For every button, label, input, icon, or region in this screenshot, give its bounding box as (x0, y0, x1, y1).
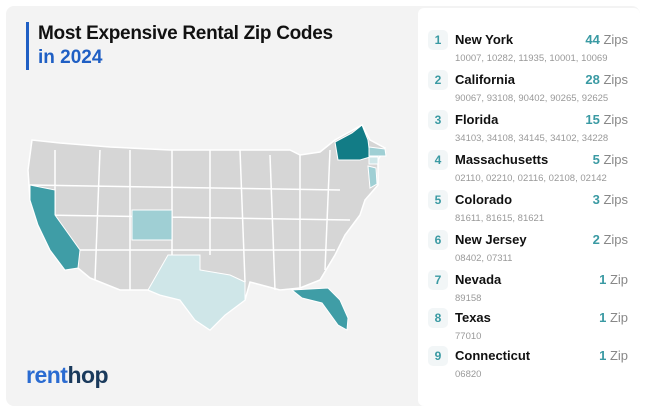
zip-count: 44 Zips (585, 32, 628, 47)
rank-badge: 8 (428, 308, 448, 328)
chart-title: Most Expensive Rental Zip Codes in 2024 (26, 22, 333, 70)
zip-count: 1 Zip (599, 310, 628, 325)
state-name: Texas (455, 310, 491, 325)
state-colorado (131, 209, 173, 241)
state-borders (29, 149, 351, 291)
zip-count: 2 Zips (592, 232, 628, 247)
state-name: Connecticut (455, 348, 531, 363)
state-name: Colorado (455, 192, 513, 207)
zip-list: 90067, 93108, 90402, 90265, 92625 (455, 93, 609, 104)
state-name: New York (455, 32, 514, 47)
state-name: Florida (455, 112, 499, 127)
state-florida (290, 287, 349, 331)
rank-badge: 1 (428, 30, 448, 50)
state-name: Nevada (455, 272, 502, 287)
zip-count: 15 Zips (585, 112, 628, 127)
state-massachusetts (368, 146, 387, 157)
state-name: Massachusetts (455, 152, 549, 167)
state-name: New Jersey (455, 232, 527, 247)
zip-list: 81611, 81615, 81621 (455, 213, 545, 224)
zip-count: 5 Zips (592, 152, 628, 167)
zip-list: 08402, 07311 (455, 253, 513, 264)
zip-list: 02110, 02210, 02116, 02108, 02142 (455, 173, 607, 184)
rank-badge: 3 (428, 110, 448, 130)
us-outline (27, 123, 387, 331)
zip-count: 3 Zips (592, 192, 628, 207)
state-texas (147, 254, 246, 331)
state-new-jersey (367, 165, 378, 189)
rank-badge: 4 (428, 150, 448, 170)
state-california (29, 184, 81, 271)
zip-count: 1 Zip (599, 272, 628, 287)
state-name: California (455, 72, 515, 87)
title-line2: in 2024 (38, 47, 103, 68)
zip-list: 34103, 34108, 34145, 34102, 34228 (455, 133, 609, 144)
state-connecticut (368, 156, 379, 165)
rank-badge: 9 (428, 346, 448, 366)
zip-count: 1 Zip (599, 348, 628, 363)
zip-list: 10007, 10282, 11935, 10001, 10069 (455, 53, 608, 64)
zip-list: 77010 (455, 331, 482, 342)
rank-badge: 6 (428, 230, 448, 250)
zip-list: 06820 (455, 369, 482, 380)
renthop-logo: renthop (26, 362, 109, 388)
zip-list: 89158 (455, 293, 482, 304)
rank-badge: 7 (428, 270, 448, 290)
rank-badge: 5 (428, 190, 448, 210)
rank-badge: 2 (428, 70, 448, 90)
zip-count: 28 Zips (585, 72, 628, 87)
title-line1: Most Expensive Rental Zip Codes (38, 23, 333, 44)
ranking-panel: 1 New York 44 Zips 10007, 10282, 11935, … (418, 8, 640, 406)
